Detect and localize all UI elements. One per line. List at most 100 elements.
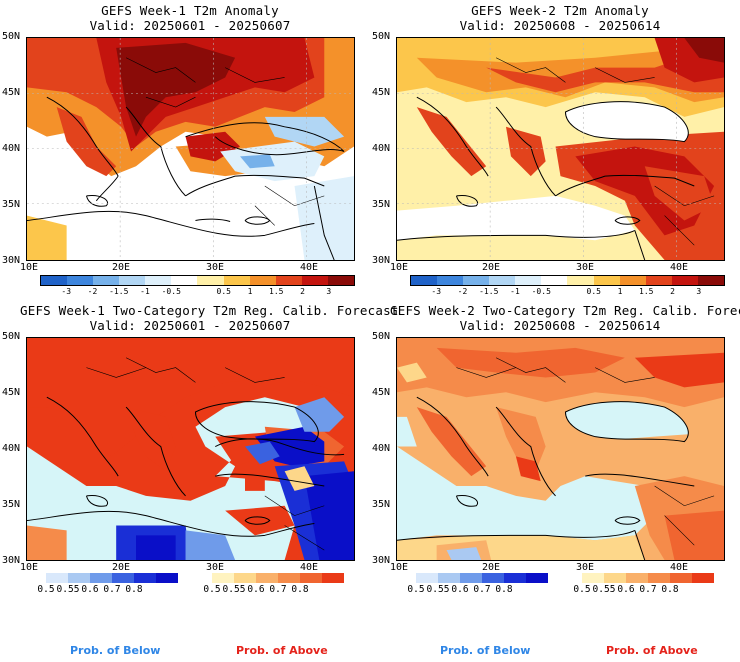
panel3-prob-below-label: Prob. of Below [70,644,161,657]
colorbar-swatch [582,573,604,583]
panel2-title-line2: Valid: 20250608 - 20250614 [459,18,661,33]
probability-tick-label: 0.55 [222,584,246,595]
colorbar-swatch [515,276,542,285]
lon-label: 40E [670,262,689,273]
lon-label: 40E [670,562,689,573]
panel3-prob-above-label: Prob. of Above [236,644,328,657]
colorbar-swatch [322,573,344,583]
panel3-title-line2: Valid: 20250601 - 20250607 [89,318,291,333]
colorbar-swatch [416,573,438,583]
probability-tick-label: 0.6 [247,584,265,595]
anomaly-tick-label: -2 [87,287,98,296]
panel4-map-svg [397,338,724,560]
panel4-map [396,337,725,561]
colorbar-swatch [256,573,278,583]
anomaly-tick-label: -2 [457,287,468,296]
panel2-title: GEFS Week-2 T2m Anomaly Valid: 20250608 … [390,3,730,33]
lat-label: 30N [372,555,391,566]
lat-label: 35N [372,499,391,510]
panel2-map [396,37,725,261]
lat-label: 45N [372,387,391,398]
colorbar-swatch [300,573,322,583]
colorbar-swatch [541,276,568,285]
panel4-below-colorbar [416,573,548,583]
lon-label: 20E [112,562,131,573]
panel3-map [26,337,355,561]
panel1-map [26,37,355,261]
colorbar-swatch [223,276,250,285]
probability-tick-label: 0.8 [291,584,309,595]
colorbar-swatch [46,573,68,583]
probability-tick-label: 0.55 [592,584,616,595]
panel3-map-svg [27,338,354,560]
lon-label: 30E [206,562,225,573]
anomaly-tick-label: -1.5 [109,287,129,296]
colorbar-swatch [327,276,354,285]
probability-tick-label: 0.5 [37,584,55,595]
probability-tick-label: 0.7 [473,584,491,595]
lat-label: 45N [2,87,21,98]
lon-label: 10E [20,562,39,573]
lon-label: 10E [20,262,39,273]
panel2-map-svg [397,38,724,260]
probability-tick-label: 0.5 [407,584,425,595]
panel1-title: GEFS Week-1 T2m Anomaly Valid: 20250601 … [20,3,360,33]
lat-label: 45N [372,87,391,98]
panel3-title: GEFS Week-1 Two-Category T2m Reg. Calib.… [20,303,398,333]
lat-label: 40N [2,143,21,154]
colorbar-swatch [460,573,482,583]
colorbar-swatch [619,276,646,285]
colorbar-swatch [90,573,112,583]
probability-tick-label: 0.5 [203,584,221,595]
colorbar-swatch [411,276,438,285]
colorbar-swatch [67,276,94,285]
colorbar-swatch [648,573,670,583]
lat-label: 40N [2,443,21,454]
panel2-title-line1: GEFS Week-2 T2m Anomaly [471,3,649,18]
lon-label: 20E [482,262,501,273]
lat-label: 50N [372,331,391,342]
colorbar-swatch [692,573,714,583]
colorbar-swatch [275,276,302,285]
probability-tick-label: 0.7 [269,584,287,595]
lon-label: 40E [300,262,319,273]
lat-label: 50N [2,31,21,42]
lon-label: 20E [112,262,131,273]
lon-label: 30E [206,262,225,273]
colorbar-swatch [489,276,516,285]
colorbar-swatch [301,276,328,285]
lon-label: 30E [576,262,595,273]
panel2-anomaly-colorbar [410,275,725,286]
colorbar-swatch [670,573,692,583]
anomaly-tick-label: 3 [696,287,702,296]
probability-tick-label: 0.6 [451,584,469,595]
lat-label: 30N [2,255,21,266]
lat-label: 50N [372,31,391,42]
anomaly-tick-label: -1 [140,287,150,296]
colorbar-swatch [145,276,172,285]
colorbar-swatch [645,276,672,285]
panel4-title-line2: Valid: 20250608 - 20250614 [459,318,661,333]
panel4-prob-below-label: Prob. of Below [440,644,531,657]
lat-label: 40N [372,143,391,154]
colorbar-swatch [593,276,620,285]
anomaly-tick-label: -1.5 [479,287,499,296]
probability-tick-label: 0.55 [56,584,80,595]
probability-tick-label: 0.5 [573,584,591,595]
panel3-below-colorbar [46,573,178,583]
colorbar-swatch [171,276,198,285]
colorbar-swatch [504,573,526,583]
probability-tick-label: 0.6 [617,584,635,595]
colorbar-swatch [197,276,224,285]
colorbar-swatch [234,573,256,583]
colorbar-swatch [112,573,134,583]
anomaly-tick-label: 0.5 [586,287,601,296]
colorbar-swatch [697,276,724,285]
colorbar-swatch [41,276,68,285]
panel1-title-line1: GEFS Week-1 T2m Anomaly [101,3,279,18]
colorbar-swatch [212,573,234,583]
probability-tick-label: 0.7 [103,584,121,595]
colorbar-swatch [567,276,594,285]
probability-tick-label: 0.8 [125,584,143,595]
panel4-title-line1: GEFS Week-2 Two-Category T2m Reg. Calib.… [390,303,740,318]
